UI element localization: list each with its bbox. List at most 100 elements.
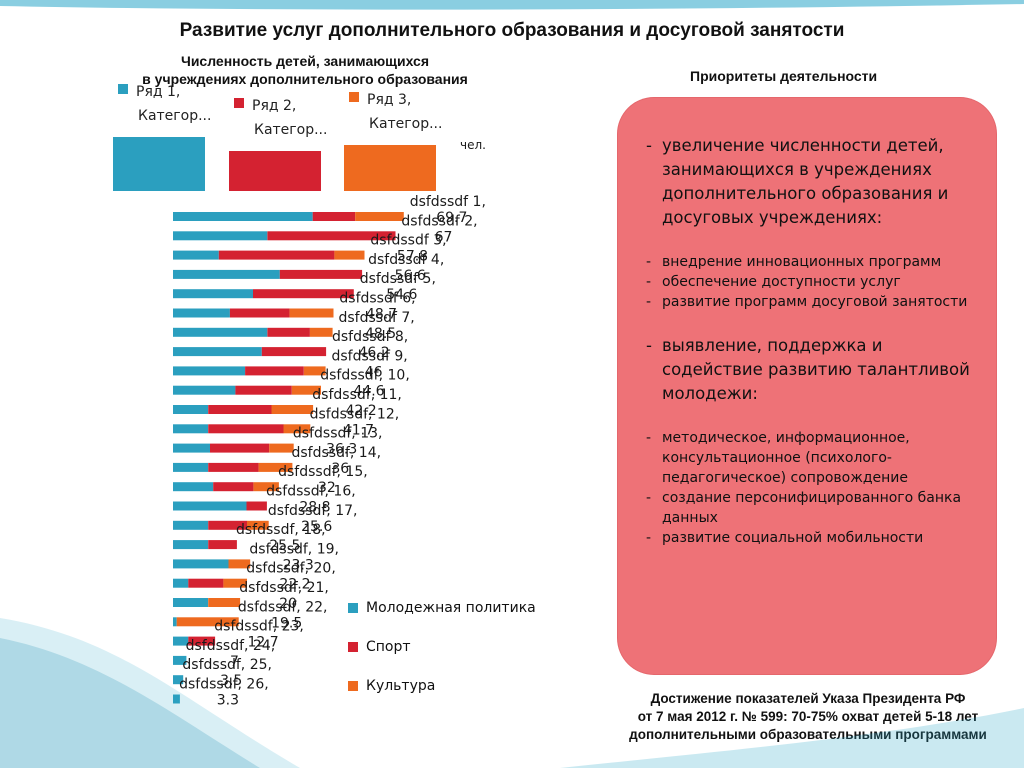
- bar-segment: [173, 385, 236, 395]
- bar-segment: [173, 501, 247, 511]
- data-label: dsfdssdf, 13,: [293, 426, 383, 442]
- data-label-value: 19.5: [271, 615, 302, 631]
- data-label: dsfdssdf, 10,: [320, 368, 410, 384]
- data-label: dsfdssdf, 23,: [214, 619, 304, 635]
- legend-series-label: Ряд 2,: [252, 98, 297, 114]
- bar-segment: [173, 655, 187, 665]
- data-label: dsfdssdf, 20,: [246, 561, 336, 577]
- data-label-value: 56.6: [395, 268, 426, 284]
- legend-swatch-red: [348, 642, 358, 652]
- data-label-value: 23.3: [283, 557, 314, 573]
- data-label: dsfdssdf 9,: [331, 348, 407, 364]
- bar-segment: [173, 462, 209, 472]
- legend-item-culture: Культура: [348, 678, 435, 694]
- footer-note-line-1: Достижение показателей Указа Президента …: [650, 691, 966, 706]
- data-label: dsfdssdf, 15,: [278, 464, 368, 480]
- bar-segment: [228, 559, 251, 569]
- data-label-value: 3.3: [217, 693, 239, 709]
- data-label-value: 46.2: [359, 345, 390, 361]
- bar-segment: [279, 269, 363, 279]
- data-label-value: 69.7: [436, 210, 467, 226]
- bar-segment: [173, 559, 229, 569]
- priority-item: развитие программ досуговой занятости: [646, 292, 982, 312]
- unit-label: чел.: [460, 138, 486, 152]
- data-label: dsfdssdf 3,: [370, 233, 446, 249]
- bar-segment: [269, 443, 294, 453]
- legend-swatch-orange: [349, 92, 359, 102]
- legend-category-label: Категор...: [254, 122, 328, 138]
- priority-item: внедрение инновационных программ: [646, 252, 982, 272]
- data-label-value: 32: [318, 480, 336, 496]
- data-label-value: 28.8: [299, 500, 330, 516]
- bar-segment: [312, 212, 356, 221]
- data-label-value: 25.6: [301, 519, 332, 535]
- category-box-orange: [344, 145, 436, 191]
- bar-segment: [173, 598, 209, 607]
- data-label: dsfdssdf, 22,: [238, 599, 328, 615]
- slide-title: Развитие услуг дополнительного образован…: [179, 20, 845, 41]
- data-label: dsfdssdf, 18,: [236, 522, 326, 538]
- bar-segment: [173, 578, 189, 588]
- bar-segment: [271, 405, 314, 414]
- bar-segment: [208, 405, 272, 414]
- legend-top-series-2: Ряд 2, Категор...: [234, 98, 327, 138]
- footer-note-line-3: дополнительными образовательными програм…: [629, 727, 987, 742]
- data-label: dsfdssdf 1,: [410, 194, 486, 210]
- bar-segment: [173, 675, 184, 685]
- bar-segment: [245, 366, 304, 376]
- bar-segment: [229, 308, 290, 318]
- priority-item: увеличение численности детей, занимающих…: [646, 134, 982, 230]
- bar-segment: [309, 327, 333, 337]
- data-label: dsfdssdf 8,: [332, 329, 408, 345]
- bar-segment: [223, 578, 247, 588]
- chart-subtitle: Численность детей, занимающихся в учрежд…: [70, 52, 540, 88]
- legend-label: Молодежная политика: [366, 600, 536, 616]
- legend-series-label: Ряд 3,: [367, 92, 412, 108]
- priority-item: создание персонифицированного банка данн…: [646, 488, 982, 528]
- legend-label: Спорт: [366, 639, 411, 655]
- bar-segment: [208, 424, 284, 434]
- bar-segment: [188, 578, 224, 588]
- bar-segment: [218, 250, 335, 260]
- legend-top-series-1: Ряд 1, Категор...: [118, 84, 211, 124]
- data-label: dsfdssdf, 11,: [312, 387, 402, 403]
- category-box-red: [229, 151, 321, 191]
- data-label-value: 3.5: [220, 673, 242, 689]
- bar-segment: [173, 231, 268, 241]
- data-label: dsfdssdf, 12,: [310, 406, 400, 422]
- priority-item: методическое, информационное, консультац…: [646, 428, 982, 488]
- data-label-value: 48.5: [365, 326, 396, 342]
- bar-segment: [173, 482, 214, 492]
- data-label-value: 12.7: [248, 635, 279, 651]
- data-label: dsfdssdf, 25,: [182, 657, 272, 673]
- data-label-value: 42.2: [346, 403, 377, 419]
- legend-swatch-blue: [348, 603, 358, 613]
- bar-segment: [176, 617, 239, 627]
- data-label-value: 7: [230, 654, 239, 670]
- legend-item-sport: Спорт: [348, 639, 411, 655]
- bar-segment: [213, 482, 254, 492]
- data-label: dsfdssdf 7,: [338, 310, 414, 326]
- bar-segment: [173, 308, 230, 318]
- priorities-list: увеличение численности детей, занимающих…: [646, 134, 982, 548]
- bar-segment: [246, 501, 267, 511]
- bar-segment: [173, 405, 209, 414]
- bar-segment: [208, 598, 241, 607]
- bar-segment: [173, 347, 262, 357]
- priorities-title: Приоритеты деятельности: [690, 68, 878, 84]
- data-label-value: 57.8: [397, 249, 428, 265]
- legend-swatch-blue: [118, 84, 128, 94]
- bar-segment: [173, 250, 219, 260]
- bar-segment: [208, 520, 248, 530]
- priority-item: обеспечение доступности услуг: [646, 272, 982, 292]
- bar-segment: [173, 540, 209, 550]
- data-label-value: 48.7: [366, 307, 397, 323]
- priority-item: выявление, поддержка и содействие развит…: [646, 334, 982, 406]
- legend-category-label: Категор...: [138, 108, 212, 124]
- bar-segment: [173, 694, 180, 704]
- bar-segment: [261, 347, 327, 357]
- data-label: dsfdssdf, 26,: [179, 677, 269, 693]
- bar-segment: [173, 443, 210, 453]
- bar-segment: [173, 289, 253, 299]
